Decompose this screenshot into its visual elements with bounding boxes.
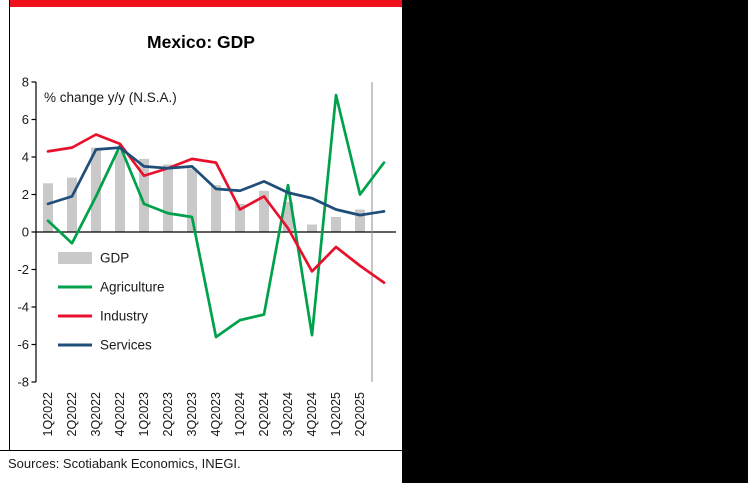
gdp-bar (355, 209, 365, 232)
y-tick-label: -8 (17, 375, 29, 390)
x-tick-label: 1Q2023 (137, 392, 151, 437)
y-tick-label: 2 (22, 187, 29, 202)
x-tick-label: 2Q2024 (257, 392, 271, 437)
x-tick-label: 1Q2025 (329, 392, 343, 437)
left-column-rule (9, 0, 10, 451)
side-background (402, 0, 748, 483)
chart-panel: Mexico: GDP % change y/y (N.S.A.) 8 6 4 2 0 -… (0, 0, 402, 483)
gdp-bar (307, 224, 317, 232)
gdp-bar (163, 164, 173, 232)
gdp-bar (283, 202, 293, 232)
top-accent-bar (10, 0, 402, 7)
gdp-chart: 8 6 4 2 0 -2 -4 -6 -8 1Q2022 2Q2022 3Q2022 4Q2022 1Q2… (17, 75, 396, 437)
x-tick-label: 4Q2024 (305, 392, 319, 437)
x-tick-label: 1Q2022 (41, 392, 55, 437)
gdp-bar (331, 217, 341, 232)
gdp-bar (67, 177, 77, 232)
gdp-bar (259, 190, 269, 232)
gdp-bar (91, 147, 101, 232)
legend-label-agriculture: Agriculture (100, 280, 165, 295)
y-tick-label: -4 (17, 300, 29, 315)
gdp-bar (187, 168, 197, 232)
gdp-bar (235, 203, 245, 232)
x-tick-label: 1Q2024 (233, 392, 247, 437)
gdp-bar (139, 158, 149, 232)
sources-text: Sources: Scotiabank Economics, INEGI. (8, 456, 241, 471)
gdp-bar (43, 183, 53, 232)
gdp-bar (211, 185, 221, 232)
x-tick-label: 2Q2025 (353, 392, 367, 437)
x-tick-label: 2Q2023 (161, 392, 175, 437)
x-tick-label: 4Q2023 (209, 392, 223, 437)
legend-label-services: Services (100, 338, 152, 353)
y-tick-label: 4 (22, 150, 29, 165)
y-tick-label: 8 (22, 75, 29, 90)
y-tick-label: -2 (17, 262, 29, 277)
services-line (46, 146, 386, 217)
footer-rule (0, 450, 402, 451)
legend-swatch-gdp (58, 252, 92, 264)
x-tick-label: 4Q2022 (113, 392, 127, 437)
x-tick-label: 3Q2023 (185, 392, 199, 437)
chart-title: Mexico: GDP (147, 32, 255, 52)
y-tick-label: -6 (17, 337, 29, 352)
x-tick-label: 3Q2024 (281, 392, 295, 437)
industry-line (46, 133, 386, 284)
x-tick-label: 3Q2022 (89, 392, 103, 437)
x-tick-label: 2Q2022 (65, 392, 79, 437)
legend-label-gdp: GDP (100, 251, 129, 266)
y-tick-label: 0 (22, 225, 29, 240)
legend-label-industry: Industry (100, 309, 148, 324)
gdp-bar (115, 151, 125, 232)
agriculture-line (46, 93, 386, 339)
y-tick-label: 6 (22, 112, 29, 127)
axis-units-label: % change y/y (N.S.A.) (44, 90, 177, 105)
